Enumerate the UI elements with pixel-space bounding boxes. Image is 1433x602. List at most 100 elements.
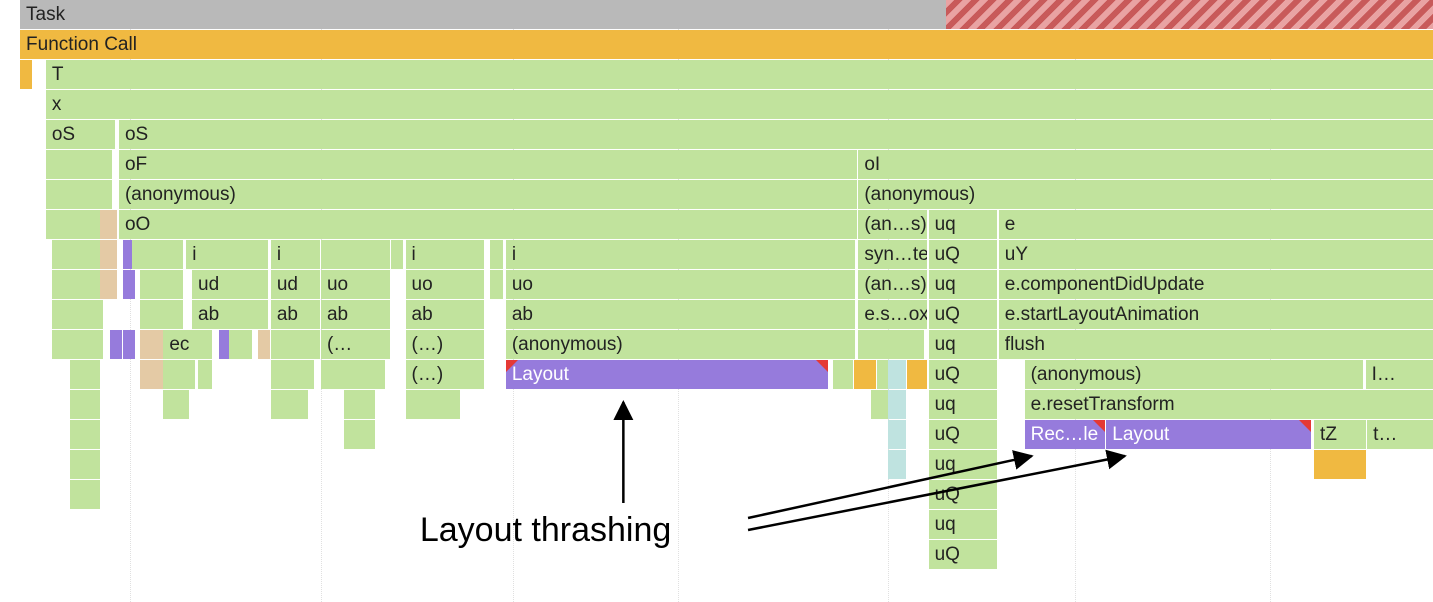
scripting-sliver[interactable] [20, 60, 32, 89]
fn-row12o2[interactable] [907, 360, 927, 389]
fn-ab-2[interactable]: ab [271, 300, 320, 329]
fn-row9g2[interactable] [490, 270, 503, 299]
fn-resetTransform[interactable]: e.resetTransform [1025, 390, 1433, 419]
fn-uq-4[interactable]: uq [929, 390, 998, 419]
fn-row8a[interactable] [52, 240, 106, 269]
fn-uo-2[interactable]: uo [406, 270, 485, 299]
fn-row13g6[interactable] [877, 390, 889, 419]
fn-uQ-6[interactable]: uQ [929, 540, 998, 569]
fn-uq-3[interactable]: uq [929, 330, 998, 359]
fn-oO[interactable]: oO [119, 210, 857, 239]
fn-uq-6[interactable]: uq [929, 510, 998, 539]
fn-uo-1[interactable]: uo [321, 270, 390, 299]
fn-row15a[interactable] [70, 450, 100, 479]
fn-esox[interactable]: e.s…ox [858, 300, 927, 329]
fn-ud-2[interactable]: ud [271, 270, 320, 299]
fn-row11g3[interactable] [858, 330, 924, 359]
fn-oF[interactable]: oF [119, 150, 857, 179]
fn-uQ-4[interactable]: uQ [929, 420, 998, 449]
fn-row13g3[interactable] [344, 390, 376, 419]
fn-row11p2[interactable] [123, 330, 135, 359]
fn-row13teal[interactable] [888, 390, 905, 419]
fn-row11g1[interactable] [229, 330, 252, 359]
function-call-bar[interactable]: Function Call [20, 30, 1433, 59]
fn-ud-1[interactable]: ud [192, 270, 268, 299]
fn-row12g6[interactable] [877, 360, 889, 389]
task-bar[interactable]: Task [20, 0, 946, 29]
fn-row8g4[interactable] [391, 240, 403, 269]
fn-row12g4[interactable] [321, 360, 385, 389]
fn-row8g5[interactable] [490, 240, 503, 269]
fn-row6a[interactable] [46, 180, 112, 209]
fn-row13g1[interactable] [163, 390, 189, 419]
fn-ellip-1[interactable]: (… [321, 330, 390, 359]
fn-an-s-2[interactable]: (an…s) [858, 270, 927, 299]
layout-bar-1[interactable]: Layout [506, 360, 828, 389]
fn-row12g1[interactable] [163, 360, 195, 389]
fn-row12g5[interactable] [833, 360, 853, 389]
task-bar-hatched[interactable] [946, 0, 1433, 29]
fn-anon-1[interactable]: (anonymous) [119, 180, 857, 209]
fn-i-2[interactable]: i [271, 240, 320, 269]
fn-uo-3[interactable]: uo [506, 270, 856, 299]
fn-row9a[interactable] [52, 270, 104, 299]
fn-row9p[interactable] [123, 270, 135, 299]
fn-row12o1[interactable] [854, 360, 875, 389]
fn-ec[interactable]: ec [163, 330, 212, 359]
fn-row11a[interactable] [52, 330, 104, 359]
fn-oS-b[interactable]: oS [119, 120, 1433, 149]
fn-row5a[interactable] [46, 150, 112, 179]
fn-i-3[interactable]: i [406, 240, 485, 269]
fn-row12teal[interactable] [888, 360, 905, 389]
fn-row12g2[interactable] [198, 360, 212, 389]
fn-ellip-3[interactable]: (…) [406, 360, 485, 389]
fn-uQ-5[interactable]: uQ [929, 480, 998, 509]
fn-row14teal[interactable] [888, 420, 905, 449]
fn-row13g4[interactable] [406, 390, 460, 419]
fn-e[interactable]: e [999, 210, 1433, 239]
fn-row13a[interactable] [70, 390, 100, 419]
fn-row14g1[interactable] [344, 420, 376, 449]
fn-anon-3[interactable]: (anonymous) [506, 330, 856, 359]
fn-uY[interactable]: uY [999, 240, 1433, 269]
fn-startLayoutAnimation[interactable]: e.startLayoutAnimation [999, 300, 1433, 329]
fn-componentDidUpdate[interactable]: e.componentDidUpdate [999, 270, 1433, 299]
fn-uq-2[interactable]: uq [929, 270, 998, 299]
fn-row12g3[interactable] [271, 360, 314, 389]
fn-uQ-3[interactable]: uQ [929, 360, 998, 389]
fn-row8g2[interactable] [140, 240, 183, 269]
fn-flush[interactable]: flush [999, 330, 1433, 359]
fn-row15teal[interactable] [888, 450, 905, 479]
fn-row7tan[interactable] [100, 210, 117, 239]
fn-T[interactable]: T [46, 60, 1433, 89]
fn-row11tan2[interactable] [258, 330, 270, 359]
fn-oI[interactable]: oI [858, 150, 1433, 179]
fn-row11g2[interactable] [271, 330, 320, 359]
recalc-style-bar[interactable]: Rec…le [1025, 420, 1105, 449]
flame-chart[interactable]: TaskFunction CallTxoSoSoFoI(anonymous)(a… [0, 0, 1433, 602]
fn-i-4[interactable]: i [506, 240, 856, 269]
fn-row10g[interactable] [140, 300, 183, 329]
fn-row12tan[interactable] [140, 360, 163, 389]
fn-ab-3[interactable]: ab [321, 300, 390, 329]
fn-i-1[interactable]: i [186, 240, 268, 269]
fn-uq-1[interactable]: uq [929, 210, 998, 239]
fn-row11tan[interactable] [140, 330, 163, 359]
fn-anon-2[interactable]: (anonymous) [858, 180, 1433, 209]
fn-t-trail[interactable]: t… [1367, 420, 1433, 449]
fn-row12a[interactable] [70, 360, 100, 389]
fn-uQ-2[interactable]: uQ [929, 300, 998, 329]
fn-row11p1[interactable] [110, 330, 122, 359]
fn-row9g[interactable] [140, 270, 183, 299]
layout-bar-2[interactable]: Layout [1106, 420, 1311, 449]
fn-I-trail[interactable]: I… [1366, 360, 1433, 389]
fn-uq-5[interactable]: uq [929, 450, 998, 479]
fn-oS-a[interactable]: oS [46, 120, 115, 149]
fn-tZ[interactable]: tZ [1314, 420, 1366, 449]
fn-row9tan[interactable] [100, 270, 117, 299]
fn-row15o[interactable] [1314, 450, 1366, 479]
fn-ab-4[interactable]: ab [406, 300, 485, 329]
fn-ab-5[interactable]: ab [506, 300, 856, 329]
fn-anon-4[interactable]: (anonymous) [1025, 360, 1363, 389]
fn-synte[interactable]: syn…te [858, 240, 927, 269]
